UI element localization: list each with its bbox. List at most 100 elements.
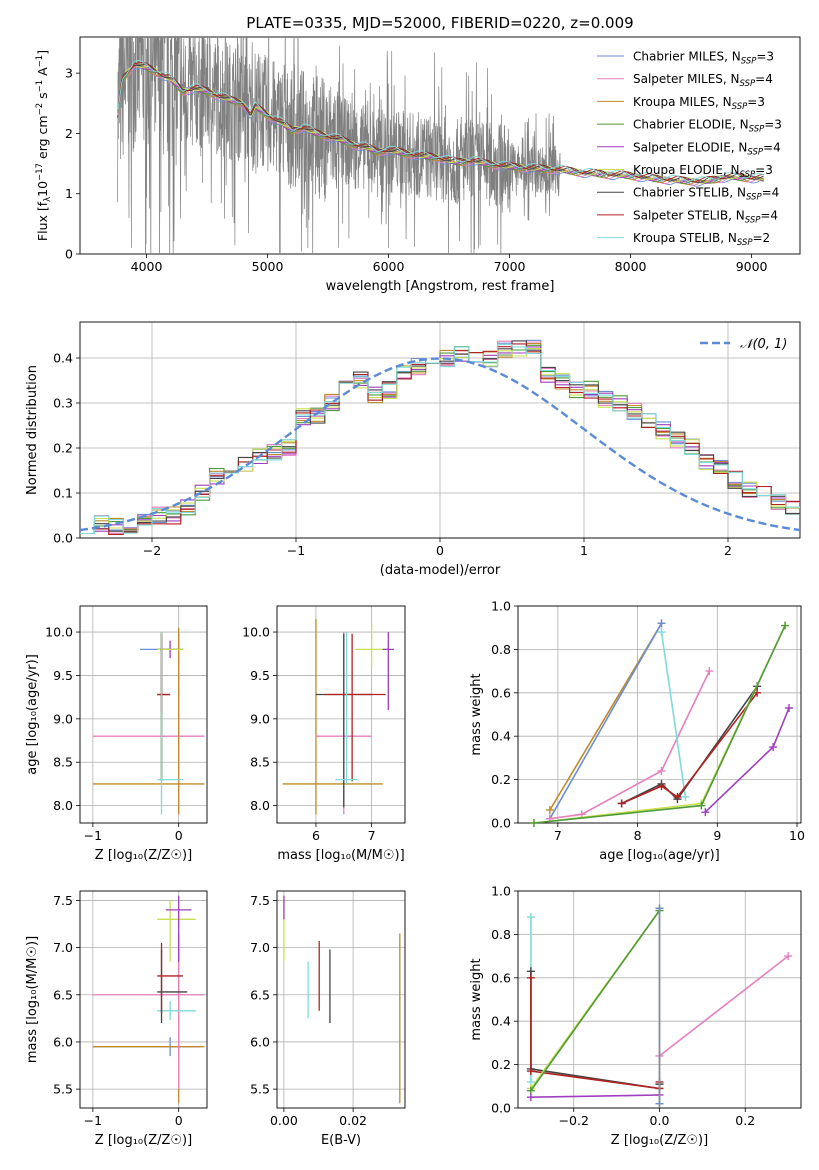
legend-label: Salpeter MILES, NSSP=4 <box>633 72 773 89</box>
x-axis-label: age [log₁₀(age/yr)] <box>599 848 720 863</box>
y-tick-label: 8.0 <box>53 798 73 813</box>
weight-marker <box>529 819 538 827</box>
y-tick-label: 0.6 <box>491 970 511 985</box>
legend-label: Salpeter ELODIE, NSSP=4 <box>633 140 781 157</box>
age_vs_mass-panel: 6 7 8.0 8.5 9.0 9.5 10.0 mass [log₁₀(M/M☉)] <box>242 605 406 863</box>
y-tick-label: 9.5 <box>250 668 270 683</box>
x-tick-label: 7 <box>368 828 376 843</box>
y-tick-label: 0.2 <box>491 772 511 787</box>
x-tick-label: −1 <box>287 543 305 558</box>
x-tick-label: 6000 <box>373 259 405 274</box>
x-tick-label: 8 <box>634 828 642 843</box>
weight-line <box>530 1094 660 1098</box>
weight-marker <box>657 628 666 637</box>
weight-marker <box>617 799 626 808</box>
y-tick-label: 6.0 <box>250 1034 270 1049</box>
y-tick-label: 5.5 <box>250 1082 270 1097</box>
y-tick-label: 6.0 <box>53 1034 73 1049</box>
weight-line <box>549 623 663 820</box>
weight-line <box>530 971 661 1090</box>
y-tick-label: 8.5 <box>250 755 270 770</box>
legend-label: Salpeter STELIB, NSSP=4 <box>633 208 778 225</box>
x-tick-label: −1 <box>84 828 102 843</box>
weight-marker <box>673 792 682 801</box>
legend-label: Chabrier ELODIE, NSSP=3 <box>633 118 782 135</box>
x-axis-label: Z [log₁₀(Z/Z☉)] <box>95 848 192 863</box>
y-tick-label: 0.2 <box>53 441 73 456</box>
residual-histogram <box>80 344 800 535</box>
weight-line <box>704 707 790 813</box>
weight-marker <box>526 973 535 982</box>
y-tick-label: 9.5 <box>53 668 73 683</box>
y-tick-label: 0.4 <box>53 351 73 366</box>
x-tick-label: 0 <box>436 543 444 558</box>
x-tick-label: 0 <box>175 828 183 843</box>
x-tick-label: 0.2 <box>735 1113 755 1128</box>
y-tick-label: 1.0 <box>491 884 511 899</box>
weight-marker <box>657 619 666 628</box>
y-tick-label: 8.0 <box>250 798 270 813</box>
axes-frame <box>79 890 208 1109</box>
x-axis-label: E(B-V) <box>321 1133 361 1148</box>
weight-marker <box>526 1067 535 1076</box>
legend-label: Chabrier STELIB, NSSP=4 <box>633 186 779 203</box>
y-tick-label: 3 <box>65 66 73 81</box>
weight-marker <box>697 801 706 810</box>
weight-line <box>660 631 687 798</box>
x-tick-label: 7000 <box>494 259 526 274</box>
y-axis-label: age [log₁₀(age/yr)] <box>25 654 40 775</box>
x-axis-label: mass [log₁₀(M/M☉)] <box>277 848 404 863</box>
x-tick-label: 8000 <box>615 259 647 274</box>
residual-histogram <box>80 340 800 535</box>
axes-frame <box>276 605 406 824</box>
legend-label: Kroupa MILES, NSSP=3 <box>633 95 765 112</box>
weight-line <box>621 692 758 805</box>
y-tick-label: 10.0 <box>45 625 73 640</box>
y-tick-label: 0.2 <box>491 1057 511 1072</box>
spectrum-panel: 4000 5000 6000 7000 8000 9000 0 1 2 3 wavelength [… <box>35 36 801 294</box>
weight-marker <box>781 621 790 630</box>
weight-marker <box>655 904 664 913</box>
y-tick-label: 7.0 <box>250 940 270 955</box>
x-tick-label: 4000 <box>131 259 163 274</box>
weight-marker <box>655 1099 664 1108</box>
weight-line <box>621 685 758 805</box>
y-axis-label: Flux [fλ10−17 erg cm−2 s−1 A−1] <box>35 50 53 241</box>
y-tick-label: 0.4 <box>491 1014 511 1029</box>
age_vs_Z-panel: −1 0 8.0 8.5 9.0 9.5 10.0 Z [log₁₀(Z/Z☉)] age [l… <box>25 605 208 863</box>
weight-marker <box>705 667 714 676</box>
y-tick-label: 9.0 <box>250 711 270 726</box>
y-axis-label: Normed distribution <box>25 365 40 495</box>
y-tick-label: 7.5 <box>53 893 73 908</box>
y-axis-label: mass [log₁₀(M/M☉)] <box>25 936 40 1063</box>
legend-label: 𝒩(0, 1) <box>740 337 787 352</box>
x-tick-label: 2 <box>724 543 732 558</box>
y-tick-label: 0 <box>65 247 73 262</box>
weight_vs_Z-panel: −0.2 0.0 0.2 0.0 0.2 0.4 0.6 0.8 1.0 Z [log₁₀(Z/Z… <box>469 884 802 1148</box>
weight-marker <box>526 913 535 922</box>
x-tick-label: −0.2 <box>559 1113 589 1128</box>
x-axis-label: Z [log₁₀(Z/Z☉)] <box>95 1133 192 1148</box>
weight-marker <box>701 808 710 817</box>
y-tick-label: 1 <box>65 186 73 201</box>
residuals-panel: −2 −1 0 1 2 0.0 0.1 0.2 0.3 0.4 (data-model)/error… <box>25 321 801 578</box>
y-tick-label: 8.5 <box>53 755 73 770</box>
figure-title: PLATE=0335, MJD=52000, FIBERID=0220, z=0… <box>246 14 633 32</box>
weight-marker <box>526 1093 535 1102</box>
y-tick-label: 0.0 <box>53 531 73 546</box>
y-tick-label: 2 <box>65 126 73 141</box>
weight-line <box>549 670 711 820</box>
y-tick-label: 0.0 <box>491 816 511 831</box>
spectrum-legend: Chabrier MILES, NSSP=3 Salpeter MILES, NS… <box>597 50 782 248</box>
gaussian-curve <box>79 357 801 532</box>
axes-frame <box>276 890 406 1109</box>
x-tick-label: 0 <box>175 1113 183 1128</box>
axes-frame <box>517 605 802 824</box>
y-axis-label: mass weight <box>469 673 484 755</box>
weight-marker <box>769 743 778 752</box>
weight-marker <box>784 952 793 961</box>
weight-marker <box>545 805 554 814</box>
y-tick-label: 7.5 <box>250 893 270 908</box>
y-tick-label: 0.1 <box>53 486 73 501</box>
weight-line <box>530 910 661 1092</box>
